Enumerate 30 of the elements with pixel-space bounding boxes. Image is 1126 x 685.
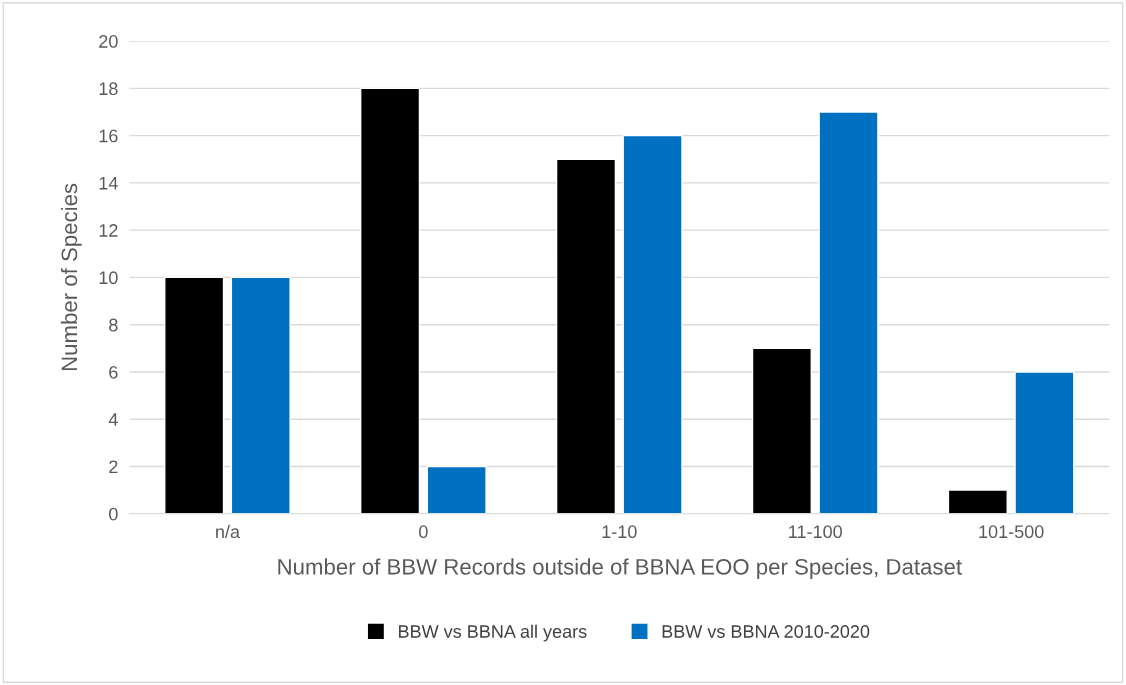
y-tick-label: 10 bbox=[99, 271, 118, 285]
y-tick-label: 16 bbox=[99, 129, 118, 143]
bar bbox=[359, 87, 421, 514]
bar bbox=[818, 111, 879, 514]
y-tick-label: 20 bbox=[99, 35, 118, 48]
y-tick-label: 14 bbox=[99, 177, 118, 190]
bar bbox=[947, 489, 1008, 514]
x-tick-label: 101-500 bbox=[979, 525, 1044, 539]
bar bbox=[426, 465, 487, 514]
x-tick-label: 11-100 bbox=[789, 525, 842, 539]
y-tick-label: 18 bbox=[99, 82, 118, 96]
x-tick-label: 0 bbox=[419, 525, 428, 539]
bar bbox=[555, 158, 617, 514]
x-tick-label: n/a bbox=[216, 524, 240, 539]
bar bbox=[622, 134, 683, 514]
bar bbox=[164, 276, 225, 514]
y-tick-label: 8 bbox=[109, 318, 118, 332]
x-axis-title: Number of BBW Records outside of BBNA EOO per Species, Dataset bbox=[278, 558, 962, 580]
bar bbox=[1014, 371, 1075, 514]
x-tick-label: 1-10 bbox=[602, 525, 637, 539]
y-axis-title: Number of Species bbox=[60, 183, 82, 371]
legend-label: BBW vs BBNA 2010-2020 bbox=[662, 625, 870, 638]
y-tick-label: 2 bbox=[109, 460, 118, 474]
legend-label: BBW vs BBNA all years bbox=[399, 624, 587, 642]
bar bbox=[751, 347, 813, 514]
y-tick-label: 0 bbox=[109, 507, 118, 521]
y-tick-label: 4 bbox=[108, 413, 118, 426]
bar bbox=[230, 276, 291, 514]
y-tick-label: 6 bbox=[109, 365, 118, 379]
y-tick-label: 12 bbox=[99, 224, 118, 237]
